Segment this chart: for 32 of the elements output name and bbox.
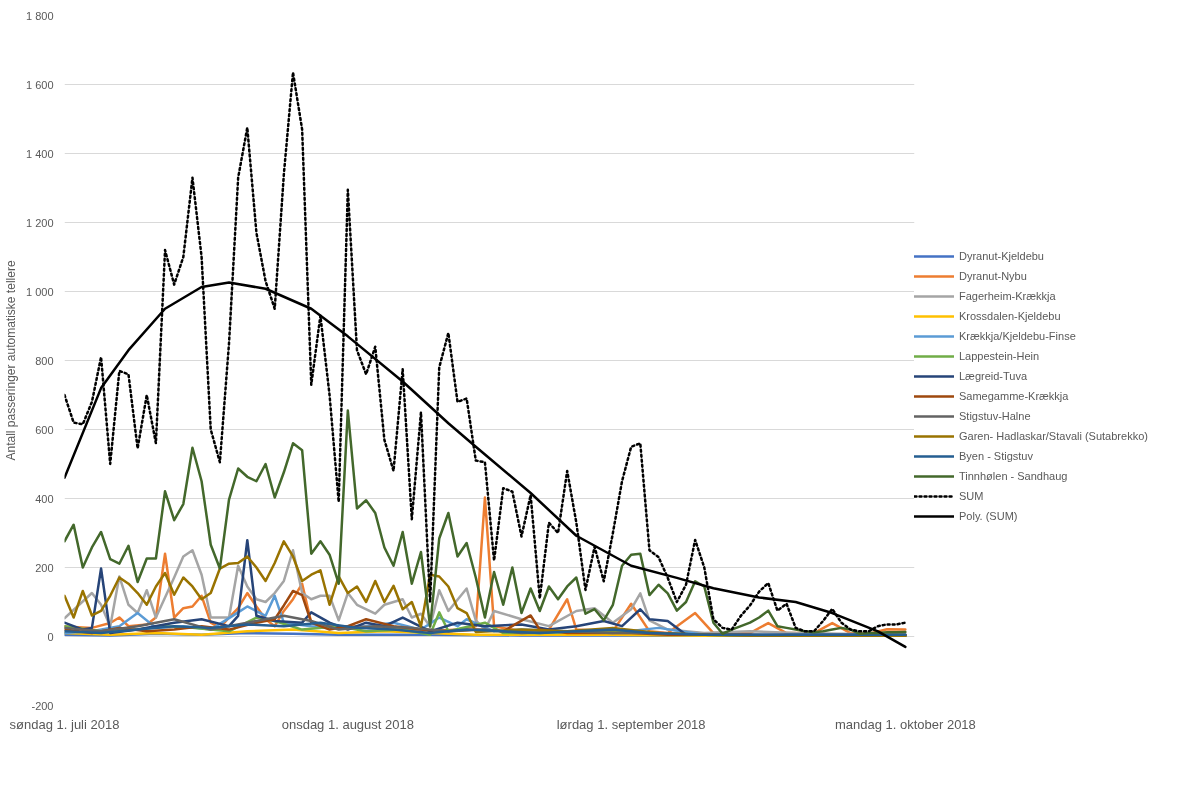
legend-label: Lægreid-Tuva bbox=[959, 369, 1028, 384]
x-tick-label: lørdag 1. september 2018 bbox=[556, 716, 706, 732]
legend-label: Dyranut-Nybu bbox=[959, 269, 1027, 284]
y-tick-label: 1 200 bbox=[25, 216, 54, 229]
y-tick-label: 400 bbox=[35, 492, 54, 505]
legend-label: Dyranut-Kjeldebu bbox=[959, 249, 1044, 264]
line-series bbox=[64, 409, 907, 635]
x-tick-label: søndag 1. juli 2018 bbox=[9, 716, 120, 732]
legend-label: Fagerheim-Krækkja bbox=[959, 289, 1056, 304]
y-tick-label: 1 800 bbox=[25, 9, 54, 22]
legend-label: Poly. (SUM) bbox=[959, 509, 1018, 524]
legend-label: Krækkja/Kjeldebu-Finse bbox=[959, 329, 1076, 344]
legend-label: Krossdalen-Kjeldebu bbox=[959, 309, 1061, 324]
legend-label: SUM bbox=[959, 489, 984, 504]
y-axis-title: Antall passeringer automatiske tellere bbox=[3, 260, 18, 461]
y-tick-label: 1 600 bbox=[25, 78, 54, 91]
x-tick-label: onsdag 1. august 2018 bbox=[281, 716, 414, 732]
y-tick-label: 200 bbox=[35, 561, 54, 574]
y-tick-label: 600 bbox=[35, 423, 54, 436]
y-tick-label: 1 400 bbox=[25, 147, 54, 160]
y-tick-label: 800 bbox=[35, 354, 54, 367]
legend-label: Garen- Hadlaskar/Stavali (Sutabrekko) bbox=[959, 429, 1148, 444]
legend-label: Byen - Stigstuv bbox=[959, 449, 1033, 464]
y-tick-label: 0 bbox=[47, 630, 54, 643]
legend-label: Samegamme-Krækkja bbox=[959, 389, 1069, 404]
legend-label: Tinnhølen - Sandhaug bbox=[959, 469, 1068, 484]
line-series bbox=[64, 621, 907, 637]
legend-label: Stigstuv-Halne bbox=[959, 409, 1031, 424]
y-tick-label: -200 bbox=[31, 699, 54, 712]
x-tick-label: mandag 1. oktober 2018 bbox=[834, 716, 976, 732]
legend-label: Lappestein-Hein bbox=[959, 349, 1040, 364]
y-tick-label: 1 000 bbox=[25, 285, 54, 298]
